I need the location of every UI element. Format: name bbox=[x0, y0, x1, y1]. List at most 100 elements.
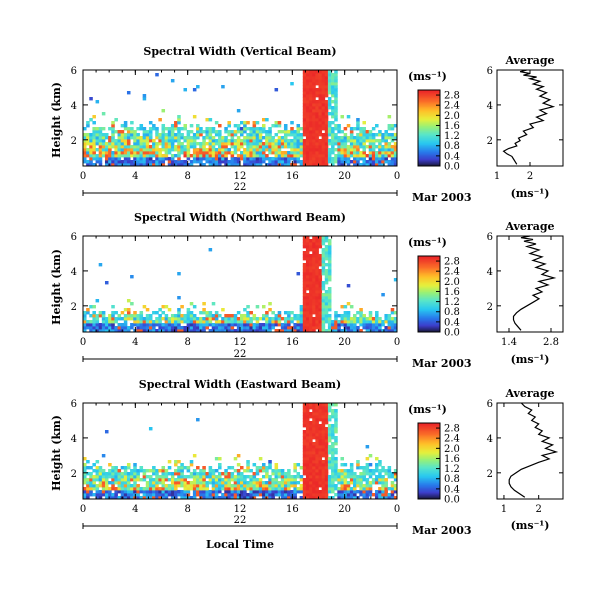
heatmap-cell bbox=[384, 317, 388, 321]
heatmap-cell bbox=[274, 160, 279, 164]
heatmap-cell bbox=[334, 448, 338, 452]
heatmap-cell bbox=[205, 133, 209, 137]
heatmap-cell bbox=[180, 478, 184, 482]
heatmap-cell bbox=[233, 145, 238, 149]
heatmap-cell bbox=[258, 493, 263, 497]
heatmap-cell bbox=[101, 311, 106, 315]
heatmap-cell bbox=[145, 326, 150, 330]
heatmap-cell bbox=[174, 323, 178, 327]
heatmap-cell bbox=[309, 481, 313, 485]
heatmap-cell bbox=[371, 469, 376, 473]
x-tick-label: 20 bbox=[338, 171, 351, 182]
heatmap-cell bbox=[214, 317, 219, 321]
heatmap-cell bbox=[356, 136, 360, 140]
heatmap-cell bbox=[174, 326, 178, 330]
heatmap-cell bbox=[309, 299, 313, 303]
heatmap-cell bbox=[158, 151, 162, 155]
heatmap-cell bbox=[381, 157, 385, 161]
heatmap-cell bbox=[371, 481, 376, 485]
heatmap-cell bbox=[86, 326, 90, 330]
heatmap-cell bbox=[309, 257, 313, 261]
heatmap-cell bbox=[108, 472, 112, 476]
heatmap-cell bbox=[309, 424, 313, 428]
heatmap-cell bbox=[214, 311, 219, 315]
colorbar-segment bbox=[418, 306, 440, 309]
heatmap-cell bbox=[123, 326, 128, 330]
heatmap-cell bbox=[305, 302, 310, 306]
heatmap-cell bbox=[327, 239, 332, 243]
heatmap-cell bbox=[362, 148, 366, 152]
heatmap-cell bbox=[324, 76, 329, 80]
x-tick-label: 0 bbox=[80, 171, 86, 182]
heatmap-cell bbox=[101, 314, 106, 318]
heatmap-cell bbox=[337, 124, 341, 128]
heatmap-cell bbox=[236, 463, 241, 467]
heatmap-cell bbox=[246, 311, 250, 315]
heatmap-cell bbox=[111, 484, 115, 488]
heatmap-cell bbox=[375, 493, 379, 497]
heatmap-cell bbox=[120, 145, 125, 149]
heatmap-cell bbox=[309, 260, 313, 264]
heatmap-cell bbox=[202, 320, 206, 324]
heatmap-cell bbox=[240, 130, 244, 134]
heatmap-cell bbox=[174, 463, 178, 467]
heatmap-cell bbox=[271, 148, 275, 152]
heatmap-cell bbox=[221, 148, 225, 152]
heatmap-cell bbox=[261, 323, 266, 327]
heatmap-cell bbox=[315, 409, 319, 413]
heatmap-cell bbox=[340, 496, 345, 500]
heatmap-cell bbox=[214, 160, 219, 164]
heatmap-cell bbox=[327, 269, 332, 273]
heatmap-cell bbox=[214, 490, 219, 494]
colorbar-segment bbox=[418, 492, 440, 495]
heatmap-cell bbox=[108, 160, 112, 164]
heatmap-cell bbox=[327, 248, 332, 252]
heatmap-cell bbox=[236, 487, 241, 491]
heatmap-cell bbox=[95, 487, 100, 491]
heatmap-cell bbox=[101, 148, 106, 152]
x-tick-label: 16 bbox=[286, 504, 299, 515]
heatmap-cell bbox=[312, 106, 316, 110]
heatmap-cell bbox=[349, 469, 354, 473]
heatmap-cell bbox=[318, 299, 323, 303]
heatmap-cell bbox=[236, 472, 241, 476]
colorbar-segment bbox=[418, 483, 440, 486]
heatmap-cell bbox=[224, 326, 228, 330]
heatmap-cell bbox=[384, 493, 388, 497]
heatmap-cell bbox=[83, 136, 87, 140]
heatmap-cell bbox=[83, 469, 87, 473]
heatmap-cell bbox=[83, 326, 87, 330]
heatmap-cell bbox=[331, 160, 335, 164]
heatmap-cell bbox=[218, 133, 222, 137]
heatmap-cell bbox=[202, 496, 206, 500]
heatmap-cell bbox=[101, 112, 106, 116]
heatmap-cell bbox=[321, 412, 326, 416]
heatmap-cell bbox=[293, 323, 297, 327]
heatmap-cell bbox=[214, 314, 219, 318]
heatmap-cell bbox=[205, 136, 209, 140]
heatmap-cell bbox=[189, 145, 194, 149]
colorbar-segment bbox=[418, 91, 440, 94]
heatmap-cell bbox=[177, 323, 181, 327]
heatmap-cell bbox=[334, 154, 338, 158]
heatmap-cell bbox=[126, 139, 131, 143]
heatmap-cell bbox=[318, 463, 323, 467]
heatmap-cell bbox=[309, 100, 313, 104]
heatmap-cell bbox=[315, 154, 319, 158]
heatmap-cell bbox=[327, 106, 332, 110]
heatmap-cell bbox=[390, 317, 395, 321]
heatmap-cell bbox=[98, 133, 103, 137]
heatmap-cell bbox=[255, 133, 260, 137]
heatmap-cell bbox=[92, 136, 96, 140]
heatmap-cell bbox=[340, 136, 345, 140]
heatmap-cell bbox=[309, 127, 313, 131]
heatmap-cell bbox=[293, 481, 297, 485]
heatmap-cell bbox=[255, 481, 260, 485]
heatmap-cell bbox=[218, 314, 222, 318]
heatmap-cell bbox=[375, 323, 379, 327]
heatmap-cell bbox=[233, 457, 238, 461]
heatmap-cell bbox=[362, 323, 366, 327]
heatmap-cell bbox=[334, 329, 338, 333]
heatmap-cell bbox=[331, 136, 335, 140]
